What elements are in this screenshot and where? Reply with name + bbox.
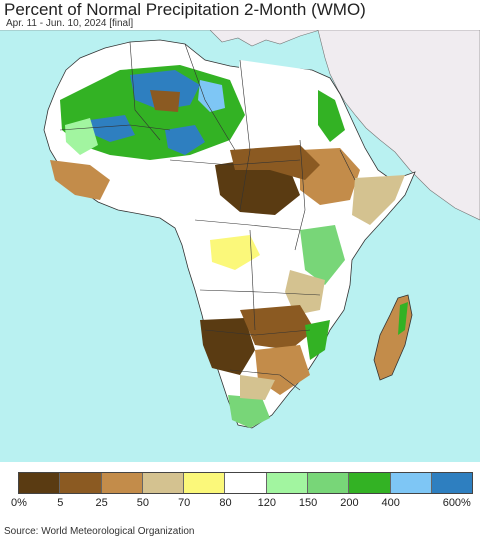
region-central-sahel-blue [90,115,135,142]
region-zambia-brown [240,305,315,350]
legend-label: 200 [340,497,359,509]
madagascar-east-green [398,302,408,335]
legend-swatch [60,473,102,493]
legend-label: 70 [178,497,191,509]
region-southern-africa-dark [200,318,255,375]
legend-swatch [266,473,309,493]
legend-swatch [225,473,267,493]
region-mali-light-green [65,118,98,155]
region-red-sea-coast-green [318,90,345,142]
legend-label: 50 [136,497,150,509]
legend-swatch [431,473,473,493]
region-somalia-tan [352,175,405,225]
legend-label: 150 [298,497,318,509]
region-niger-brown [150,90,180,112]
region-east-africa-green [300,225,345,285]
color-legend [18,472,474,494]
region-congo-yellow [210,235,260,270]
middle-east-landmass [317,30,480,221]
map-subtitle: Apr. 11 - Jun. 10, 2024 [final] [6,18,134,29]
region-south-africa-green [228,395,270,428]
country-borders [59,41,356,391]
legend-label: 600% [442,497,471,509]
region-south-africa-tan [240,375,275,400]
europe-landmass [0,30,321,47]
legend-swatch [390,473,432,493]
legend-label: 0% [11,497,27,509]
sahara-no-data [235,60,325,140]
legend-swatch [184,473,226,493]
legend-label: 25 [95,497,108,509]
legend-labels: 0% 5 25 50 70 80 120 150 200 400 600% [0,497,480,511]
precipitation-map [0,30,480,462]
region-central-africa-mid [230,145,320,180]
legend-label: 5 [57,497,64,509]
legend-label: 80 [219,497,232,509]
region-west-sahel-blue [130,70,200,110]
legend-swatch [101,473,143,493]
africa-map-svg [0,30,480,462]
region-west-africa-coast-brown [50,160,110,200]
legend-swatch [19,473,61,493]
legend-swatch [308,473,350,493]
region-mozambique-green [305,320,330,360]
region-west-sahel-lightblue [198,80,225,112]
region-lake-chad-blue [165,125,205,155]
source-credit: Source: World Meteorological Organizatio… [4,526,195,537]
legend-swatch [349,473,391,493]
legend-label: 400 [381,497,400,509]
legend-label: 120 [257,497,276,509]
legend-swatch [142,473,185,493]
map-title: Percent of Normal Precipitation 2-Month … [4,0,366,19]
region-tanzania-mix [285,270,325,315]
